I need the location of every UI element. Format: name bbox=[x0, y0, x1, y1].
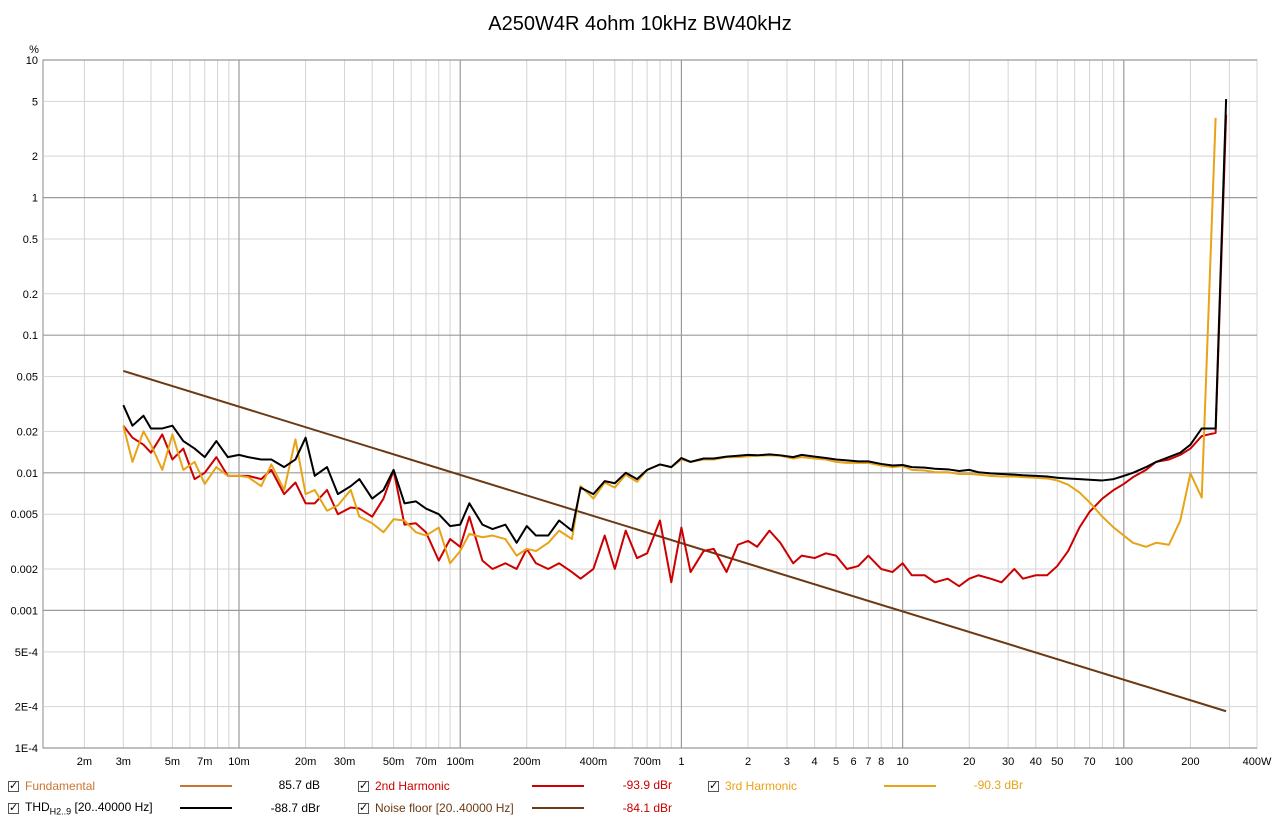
x-tick-label: 70 bbox=[1083, 756, 1095, 768]
legend-line-thd bbox=[180, 807, 232, 809]
legend-label-2nd-harmonic: 2nd Harmonic bbox=[375, 779, 450, 793]
y-tick-label: 0.01 bbox=[17, 468, 38, 480]
x-tick-label: 20 bbox=[963, 756, 975, 768]
legend-value-3rd-harmonic: -90.3 dBr bbox=[973, 778, 1023, 792]
x-tick-label: 5 bbox=[833, 756, 839, 768]
y-tick-label: 1 bbox=[32, 193, 38, 205]
x-tick-label: 8 bbox=[878, 756, 884, 768]
legend-line-noise-floor bbox=[532, 807, 584, 809]
x-tick-label: 30 bbox=[1002, 756, 1014, 768]
x-tick-label: 200m bbox=[513, 756, 541, 768]
chart: A250W4R 4ohm 10kHz BW40kHz % 10 5 2 1 0.5 0.2… bbox=[10, 13, 1272, 768]
checkbox-2nd-harmonic[interactable] bbox=[358, 779, 369, 792]
legend-value-noise-floor: -84.1 dBr bbox=[622, 801, 672, 815]
x-tick-label: 3 bbox=[784, 756, 790, 768]
major-grid bbox=[43, 59, 1257, 749]
x-tick-label: 50m bbox=[383, 756, 404, 768]
legend-label-3rd-harmonic: 3rd Harmonic bbox=[725, 779, 798, 793]
legend-item-thd[interactable]: THDH2..9 [20..40000 Hz] bbox=[8, 798, 153, 818]
x-tick-label: 30m bbox=[334, 756, 355, 768]
x-tick-label: 7 bbox=[865, 756, 871, 768]
legend: Fundamental 85.7 dB 2nd Harmonic -93.9 d… bbox=[0, 770, 1280, 824]
legend-line-3rd-harmonic bbox=[884, 785, 936, 787]
x-tick-label: 2 bbox=[745, 756, 751, 768]
x-tick-label: 700m bbox=[633, 756, 661, 768]
x-tick-label: 2m bbox=[77, 756, 92, 768]
legend-value-2nd-harmonic: -93.9 dBr bbox=[622, 778, 672, 792]
checkbox-3rd-harmonic[interactable] bbox=[708, 779, 719, 792]
y-tick-label: 0.02 bbox=[17, 426, 38, 438]
series-line-thd bbox=[122, 99, 1228, 544]
legend-item-2nd-harmonic[interactable]: 2nd Harmonic bbox=[358, 776, 450, 796]
legend-item-noise-floor[interactable]: Noise floor [20..40000 Hz] bbox=[358, 798, 514, 818]
x-tick-label: 100m bbox=[446, 756, 474, 768]
y-tick-label: 0.1 bbox=[23, 330, 38, 342]
checkbox-fundamental[interactable] bbox=[8, 779, 19, 792]
y-tick-label: 0.002 bbox=[10, 564, 38, 576]
x-tick-label: 7m bbox=[197, 756, 212, 768]
y-tick-label: 2E-4 bbox=[15, 702, 38, 714]
thd-label-text: THD bbox=[25, 799, 50, 814]
legend-value-thd: -88.7 dBr bbox=[270, 801, 320, 815]
thd-label-suffix: [20..40000 Hz] bbox=[71, 799, 153, 814]
thd-label-subscript: H2..9 bbox=[49, 806, 72, 817]
x-tick-label: 400W bbox=[1243, 756, 1272, 768]
y-tick-label: 5 bbox=[32, 96, 38, 108]
x-axis-ticks: 2m 3m 5m 7m 10m 20m 30m 50m 70m 100m 200m 400m 700m 1… bbox=[77, 756, 1272, 768]
x-tick-label: 400m bbox=[580, 756, 608, 768]
legend-label-thd: THDH2..9 [20..40000 Hz] bbox=[25, 800, 153, 816]
x-tick-label: 10 bbox=[896, 756, 908, 768]
x-tick-label: 3m bbox=[116, 756, 131, 768]
x-tick-label: 40 bbox=[1030, 756, 1042, 768]
y-axis-ticks: 10 5 2 1 0.5 0.2 0.1 0.05 0.02 0.01 0.005 0.002 0.00… bbox=[10, 55, 38, 755]
plot-area bbox=[42, 59, 1258, 749]
y-tick-label: 5E-4 bbox=[15, 647, 38, 659]
y-tick-label: 1E-4 bbox=[15, 743, 38, 755]
x-tick-label: 5m bbox=[165, 756, 180, 768]
legend-label-noise-floor: Noise floor [20..40000 Hz] bbox=[375, 801, 514, 815]
legend-item-3rd-harmonic[interactable]: 3rd Harmonic bbox=[708, 776, 797, 796]
x-tick-label: 1 bbox=[678, 756, 684, 768]
y-tick-label: 0.5 bbox=[23, 234, 38, 246]
x-tick-label: 6 bbox=[850, 756, 856, 768]
legend-label-fundamental: Fundamental bbox=[25, 779, 96, 793]
legend-line-2nd-harmonic bbox=[532, 785, 584, 787]
series-line-noise-floor-20-40000-hz bbox=[123, 369, 1227, 713]
y-tick-label: 10 bbox=[26, 55, 38, 67]
legend-item-fundamental[interactable]: Fundamental bbox=[8, 776, 95, 796]
x-tick-label: 70m bbox=[415, 756, 436, 768]
legend-value-fundamental: 85.7 dB bbox=[278, 778, 320, 792]
checkbox-thd[interactable] bbox=[8, 801, 19, 814]
x-tick-label: 10m bbox=[228, 756, 249, 768]
x-tick-label: 50 bbox=[1051, 756, 1063, 768]
x-tick-label: 20m bbox=[295, 756, 316, 768]
y-tick-label: 0.2 bbox=[23, 289, 38, 301]
y-tick-label: 0.05 bbox=[17, 372, 38, 384]
x-tick-label: 200 bbox=[1181, 756, 1199, 768]
y-axis-unit-label: % bbox=[29, 44, 39, 56]
x-tick-label: 4 bbox=[812, 756, 818, 768]
y-tick-label: 2 bbox=[32, 151, 38, 163]
legend-line-fundamental bbox=[180, 785, 232, 787]
checkbox-noise-floor[interactable] bbox=[358, 801, 369, 814]
x-tick-label: 100 bbox=[1115, 756, 1133, 768]
series-layer bbox=[122, 99, 1228, 713]
chart-title: A250W4R 4ohm 10kHz BW40kHz bbox=[488, 13, 791, 35]
y-tick-label: 0.005 bbox=[10, 509, 38, 521]
series-line-2nd-harmonic bbox=[122, 114, 1228, 588]
y-tick-label: 0.001 bbox=[10, 605, 38, 617]
